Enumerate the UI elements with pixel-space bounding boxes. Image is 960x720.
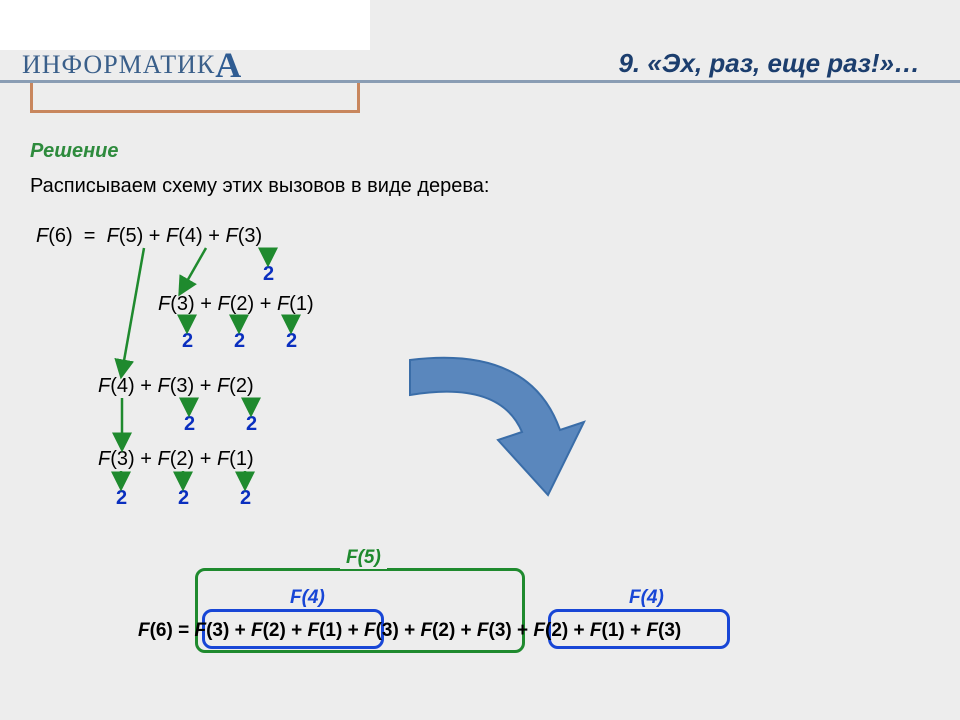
bottom-g1: F(3) + F(2) + F(1)	[194, 620, 342, 641]
slide-title: 9. «Эх, раз, еще раз!»…	[618, 48, 920, 79]
bottom-lead: F(6) =	[138, 620, 194, 641]
val-d1: 2	[116, 487, 127, 510]
group-label-f4a: F(4)	[286, 587, 329, 609]
logo-underline-box	[30, 83, 360, 113]
expr-line-1: F(6) = F(5) + F(4) + F(3)	[36, 225, 262, 248]
val-a: 2	[263, 263, 274, 286]
header-white-strip	[0, 0, 370, 50]
expr-line-3: F(4) + F(3) + F(2)	[98, 375, 254, 398]
val-c2: 2	[246, 413, 257, 436]
val-d2: 2	[178, 487, 189, 510]
val-b2: 2	[234, 330, 245, 353]
val-b1: 2	[182, 330, 193, 353]
bottom-mid1: + F(3) + F(2) +	[348, 620, 477, 641]
expr-line-4: F(3) + F(2) + F(1)	[98, 448, 254, 471]
expr-line-2: F(3) + F(2) + F(1)	[158, 293, 314, 316]
bottom-expression: F(6) = F(3) + F(2) + F(1) + F(3) + F(2) …	[138, 620, 681, 642]
slide: ИНФОРМАТИКА 9. «Эх, раз, еще раз!»… Реше…	[0, 0, 960, 720]
bottom-g2: F(3) + F(2) + F(1)	[477, 620, 625, 641]
val-d3: 2	[240, 487, 251, 510]
logo-text: ИНФОРМАТИК	[22, 50, 215, 79]
val-c1: 2	[184, 413, 195, 436]
group-label-f4b: F(4)	[625, 587, 668, 609]
logo-suffix: А	[215, 45, 242, 85]
val-b3: 2	[286, 330, 297, 353]
body-text: Расписываем схему этих вызовов в виде де…	[30, 175, 489, 198]
solution-label: Решение	[30, 140, 119, 163]
bottom-tail: + F(3)	[630, 620, 681, 641]
big-arrow-icon	[410, 358, 584, 495]
group-label-f5: F(5)	[340, 547, 387, 569]
